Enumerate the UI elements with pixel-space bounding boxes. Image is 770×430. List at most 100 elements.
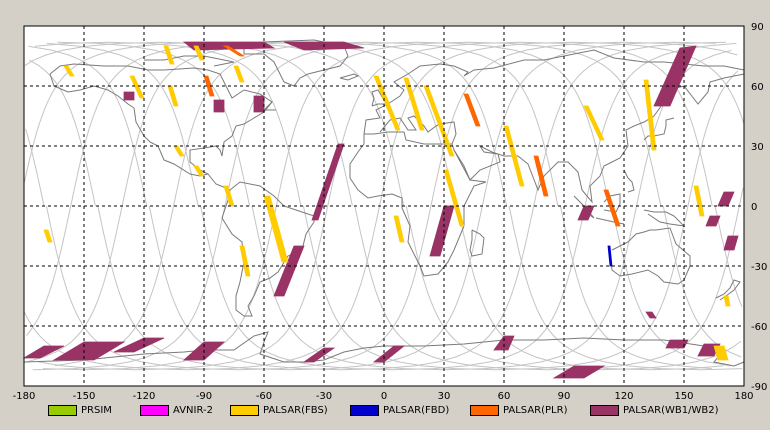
y-tick-label: -90 xyxy=(751,382,767,393)
legend-swatch-palsar-wb xyxy=(590,404,619,416)
coastline xyxy=(349,131,487,277)
swath-wb xyxy=(123,91,135,101)
x-tick-label: 120 xyxy=(614,391,633,402)
swath-plr xyxy=(222,45,246,57)
orbit-track xyxy=(354,188,744,371)
swath-fbs xyxy=(63,65,75,77)
swath-wb xyxy=(665,339,689,349)
legend-label-prism: PRSIM xyxy=(81,404,112,416)
legend-item-prism: PRSIM xyxy=(48,402,112,418)
legend-item-avnir2: AVNIR-2 xyxy=(140,402,213,418)
swath-wb xyxy=(645,311,657,319)
latitude-tick-labels: 90 60 30 0 -30 -60 -90 xyxy=(751,22,767,393)
legend-item-palsar-fbs: PALSAR(FBS) xyxy=(230,402,328,418)
swath-wb xyxy=(273,245,305,297)
swath-wb xyxy=(302,347,336,363)
swath-wb xyxy=(653,45,697,107)
x-tick-label: -90 xyxy=(196,391,212,402)
orbit-track xyxy=(37,41,713,371)
x-tick-label: 180 xyxy=(734,391,753,402)
legend-swatch-avnir2 xyxy=(140,404,169,416)
x-tick-label: -150 xyxy=(73,391,96,402)
orbit-track xyxy=(200,42,737,371)
legend-swatch-palsar-fbs xyxy=(230,404,259,416)
swath-fbs xyxy=(503,125,525,187)
longitude-tick-labels: -180 -150 -120 -90 -60 -30 0 30 60 90 120 150 180 xyxy=(13,391,754,402)
swath-plr xyxy=(463,93,481,127)
swath-wb xyxy=(552,365,606,379)
swath-wb xyxy=(182,41,276,51)
orbit-track xyxy=(457,205,724,371)
orbit-track xyxy=(46,42,199,207)
map-plot-border xyxy=(23,25,745,387)
swath-fbs xyxy=(163,45,175,65)
orbit-track xyxy=(23,41,405,207)
coastline xyxy=(469,229,485,257)
legend-label-palsar-fbd: PALSAR(FBD) xyxy=(383,404,450,416)
swath-wb xyxy=(113,337,165,353)
orbit-track xyxy=(714,205,743,307)
orbit-track xyxy=(611,205,731,367)
coastline xyxy=(623,169,635,193)
legend-swatch-prism xyxy=(48,404,77,416)
y-tick-label: -60 xyxy=(751,322,767,333)
swath-fbs xyxy=(403,77,425,131)
swath-wb xyxy=(705,215,721,227)
y-tick-label: 30 xyxy=(751,142,764,153)
coastline xyxy=(643,117,675,141)
legend: PRSIM AVNIR-2 PALSAR(FBS) PALSAR(FBD) PA… xyxy=(48,402,768,420)
x-tick-label: 0 xyxy=(381,391,387,402)
orbit-track xyxy=(55,41,559,367)
legend-item-palsar-plr: PALSAR(PLR) xyxy=(470,402,567,418)
orbit-track xyxy=(28,45,148,207)
orbit-track xyxy=(148,41,727,371)
coastline xyxy=(715,279,741,301)
x-tick-label: -30 xyxy=(316,391,332,402)
legend-label-palsar-fbs: PALSAR(FBS) xyxy=(263,404,328,416)
x-tick-label: 60 xyxy=(498,391,511,402)
coastline xyxy=(643,209,686,227)
legend-label-palsar-plr: PALSAR(PLR) xyxy=(503,404,568,416)
swath-fbs xyxy=(43,229,53,243)
swath-fbs xyxy=(643,79,657,151)
swath-plr xyxy=(533,155,549,197)
swath-plr xyxy=(603,189,621,227)
legend-item-palsar-wb: PALSAR(WB1/WB2) xyxy=(590,402,719,418)
orbit-track xyxy=(27,41,508,363)
x-tick-label: -180 xyxy=(13,391,36,402)
swath-fbs xyxy=(443,169,465,227)
y-tick-label: -30 xyxy=(751,262,767,273)
y-tick-label: 60 xyxy=(751,82,764,93)
swath-fbs xyxy=(393,215,405,243)
x-tick-label: 150 xyxy=(674,391,693,402)
swath-plr xyxy=(203,75,215,97)
swath-fbs xyxy=(723,295,731,307)
y-tick-label: 90 xyxy=(751,22,764,33)
observation-swaths xyxy=(22,41,739,379)
swath-wb xyxy=(493,335,515,351)
orbit-track xyxy=(97,41,716,371)
orbit-track xyxy=(29,59,96,207)
orbit-track xyxy=(45,41,738,371)
swath-wb xyxy=(22,345,65,359)
legend-label-avnir2: AVNIR-2 xyxy=(173,404,213,416)
orbit-track xyxy=(57,41,251,207)
orbit-track xyxy=(24,41,353,207)
swath-fbs xyxy=(263,195,289,263)
coastline xyxy=(595,217,625,225)
legend-item-palsar-fbd: PALSAR(FBD) xyxy=(350,402,449,418)
swath-fbs xyxy=(713,345,729,361)
swath-fbs xyxy=(193,45,205,61)
x-tick-label: -120 xyxy=(133,391,156,402)
swath-fbs xyxy=(239,245,251,277)
coastline xyxy=(49,73,135,109)
swath-wb xyxy=(52,341,126,361)
x-tick-label: -60 xyxy=(256,391,272,402)
lat-lon-grid xyxy=(24,26,744,386)
coastline xyxy=(133,107,165,161)
coastline xyxy=(339,73,360,81)
coastline xyxy=(371,89,387,107)
swath-fbs xyxy=(583,105,605,141)
legend-swatch-palsar-fbd xyxy=(350,404,379,416)
